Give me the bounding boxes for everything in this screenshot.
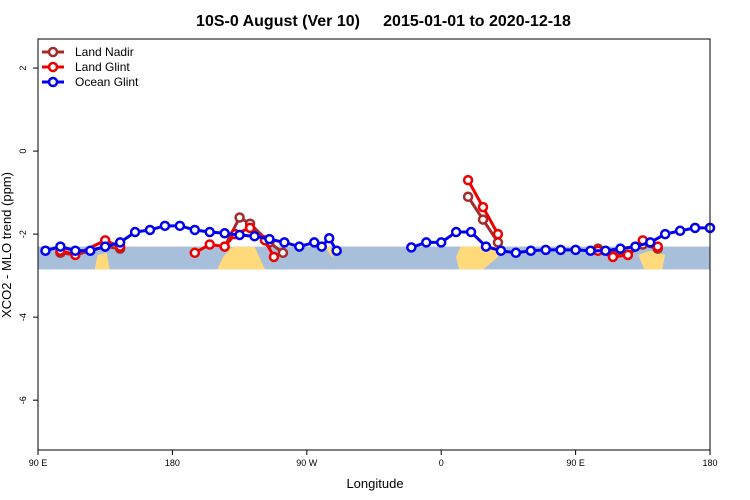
map-land (456, 246, 501, 270)
point-ocean-glint (674, 225, 686, 237)
point-ocean-glint (540, 244, 551, 256)
point-ocean-glint (435, 237, 447, 248)
point-ocean-glint (316, 241, 327, 252)
point-ocean-glint (465, 226, 477, 238)
map-land (94, 252, 110, 270)
point-ocean-glint (294, 241, 305, 252)
point-ocean-glint (309, 237, 320, 248)
point-ocean-glint (689, 222, 701, 234)
point-ocean-glint (495, 245, 507, 256)
point-ocean-glint (219, 228, 230, 239)
y-tick-label: 0 (18, 149, 28, 154)
point-ocean-glint (450, 226, 462, 238)
point-ocean-glint (279, 237, 290, 248)
y-tick-label: 2 (18, 66, 28, 71)
point-land-nadir (277, 247, 289, 259)
point-ocean-glint (331, 245, 342, 256)
point-ocean-glint (129, 226, 141, 238)
point-ocean-glint (70, 245, 81, 256)
point-land-glint (244, 222, 256, 234)
series-layer (40, 174, 716, 263)
point-land-glint (492, 228, 504, 240)
y-tick-label: -6 (18, 396, 28, 404)
point-ocean-glint (189, 224, 201, 236)
x-tick-label: 180 (165, 458, 180, 468)
x-tick-label: 90 W (296, 458, 318, 468)
point-ocean-glint (406, 242, 417, 253)
legend-marker-ocean-glint (47, 76, 59, 88)
point-land-glint (652, 241, 663, 252)
point-ocean-glint (204, 226, 215, 238)
y-tick-label: -2 (18, 230, 28, 238)
point-ocean-glint (323, 233, 335, 244)
point-ocean-glint (480, 241, 492, 252)
point-land-glint (268, 251, 280, 263)
y-tick-label: -4 (18, 313, 28, 321)
point-ocean-glint (645, 237, 656, 248)
point-ocean-glint (144, 224, 156, 236)
point-ocean-glint (659, 228, 671, 240)
point-ocean-glint (570, 244, 581, 256)
x-tick-label: 90 E (566, 458, 585, 468)
point-ocean-glint (525, 245, 537, 256)
point-ocean-glint (85, 245, 96, 256)
point-ocean-glint (159, 220, 171, 232)
point-land-glint (462, 174, 474, 186)
point-ocean-glint (630, 241, 641, 252)
point-ocean-glint (421, 237, 432, 248)
point-land-glint (607, 251, 619, 263)
axis-ticks: 90 E 180 90 W 0 90 E 180 2 0 -2 -4 -6 (18, 66, 718, 468)
plot-frame (37, 38, 711, 451)
point-ocean-glint (114, 237, 126, 248)
point-ocean-glint (600, 245, 611, 256)
series-line-ocean-glint (45, 224, 338, 253)
point-ocean-glint (234, 229, 245, 241)
point-land-nadir (462, 191, 474, 203)
legend-marker-land-nadir (47, 46, 59, 58)
x-axis-label: Longitude (346, 476, 403, 491)
point-ocean-glint (99, 241, 111, 252)
series-ocean-glint (40, 220, 716, 259)
point-land-glint (189, 247, 201, 259)
legend-marker-land-glint (47, 61, 59, 73)
point-land-glint (477, 201, 489, 213)
x-tick-label: 90 E (29, 458, 48, 468)
chart-title-right: 2015-01-01 to 2020-12-18 (383, 13, 571, 30)
map-land (217, 246, 265, 270)
point-ocean-glint (249, 230, 260, 242)
point-ocean-glint (510, 247, 522, 259)
point-ocean-glint (615, 243, 626, 254)
point-ocean-glint (55, 241, 66, 252)
point-ocean-glint (585, 245, 596, 256)
point-land-glint (622, 249, 634, 261)
map-land (638, 250, 666, 270)
chart-title-left: 10S-0 August (Ver 10) (196, 13, 360, 30)
point-ocean-glint (264, 233, 275, 245)
legend-label-land-glint: Land Glint (75, 60, 130, 74)
point-land-glint (204, 239, 215, 250)
x-tick-label: 0 (439, 458, 444, 468)
point-land-nadir (477, 214, 489, 225)
point-land-glint (219, 241, 230, 252)
point-ocean-glint (174, 220, 186, 232)
legend-label-ocean-glint: Ocean Glint (75, 75, 139, 89)
x-tick-label: 180 (702, 458, 717, 468)
point-ocean-glint (555, 244, 566, 256)
point-ocean-glint (40, 245, 51, 256)
point-land-nadir (492, 237, 504, 248)
map-land (324, 246, 334, 260)
y-axis-label: XCO2 - MLO trend (ppm) (0, 172, 14, 318)
legend-label-land-nadir: Land Nadir (75, 45, 134, 59)
point-land-nadir (234, 212, 245, 223)
